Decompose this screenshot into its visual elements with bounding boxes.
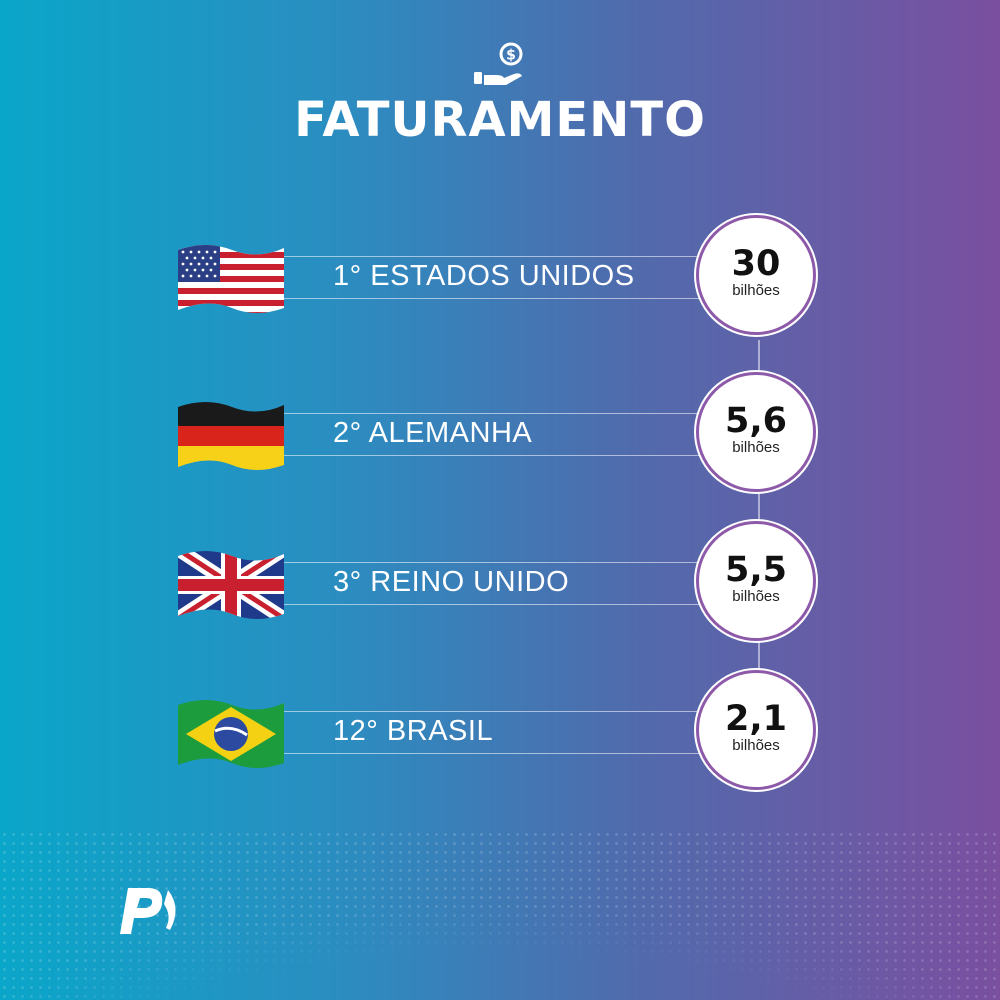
ranking-connector-line bbox=[758, 340, 760, 700]
ranking-row-germany: 2° ALEMANHA 5,6 bilhões bbox=[0, 372, 1000, 509]
row-rail bbox=[282, 256, 702, 257]
value-badge: 30 bilhões bbox=[696, 215, 816, 335]
p-logo-icon bbox=[120, 888, 176, 934]
revenue-value: 5,6 bbox=[724, 401, 787, 441]
row-rail bbox=[282, 711, 702, 712]
background-dot-pattern bbox=[0, 830, 1000, 1000]
revenue-unit: bilhões bbox=[732, 282, 780, 299]
germany-flag-icon bbox=[178, 402, 284, 470]
revenue-value: 30 bbox=[731, 244, 781, 284]
revenue-unit: bilhões bbox=[732, 439, 780, 456]
country-label: 3° REINO UNIDO bbox=[333, 566, 570, 598]
usa-flag-icon bbox=[178, 245, 284, 313]
ranking-row-usa: 1° ESTADOS UNIDOS 30 bilhões bbox=[0, 215, 1000, 352]
row-rail bbox=[282, 604, 702, 605]
country-label: 12° BRASIL bbox=[333, 715, 494, 747]
uk-flag-icon bbox=[178, 551, 284, 619]
revenue-unit: bilhões bbox=[732, 737, 780, 754]
row-rail bbox=[282, 562, 702, 563]
svg-text:$: $ bbox=[506, 48, 516, 64]
page-title: FATURAMENTO bbox=[294, 92, 706, 148]
revenue-value: 2,1 bbox=[724, 699, 787, 739]
revenue-unit: bilhões bbox=[732, 588, 780, 605]
row-rail bbox=[282, 455, 702, 456]
value-badge: 5,6 bilhões bbox=[696, 372, 816, 492]
row-rail bbox=[282, 753, 702, 754]
ranking-row-uk: 3° REINO UNIDO 5,5 bilhões bbox=[0, 521, 1000, 658]
hand-coin-icon: $ bbox=[474, 42, 523, 85]
country-label: 2° ALEMANHA bbox=[333, 417, 533, 449]
ranking-row-brazil: 12° BRASIL 2,1 bilhões bbox=[0, 670, 1000, 807]
row-rail bbox=[282, 298, 702, 299]
value-badge: 5,5 bilhões bbox=[696, 521, 816, 641]
country-label: 1° ESTADOS UNIDOS bbox=[333, 260, 635, 292]
value-badge: 2,1 bilhões bbox=[696, 670, 816, 790]
brazil-flag-icon bbox=[178, 700, 284, 768]
row-rail bbox=[282, 413, 702, 414]
revenue-value: 5,5 bbox=[724, 550, 787, 590]
